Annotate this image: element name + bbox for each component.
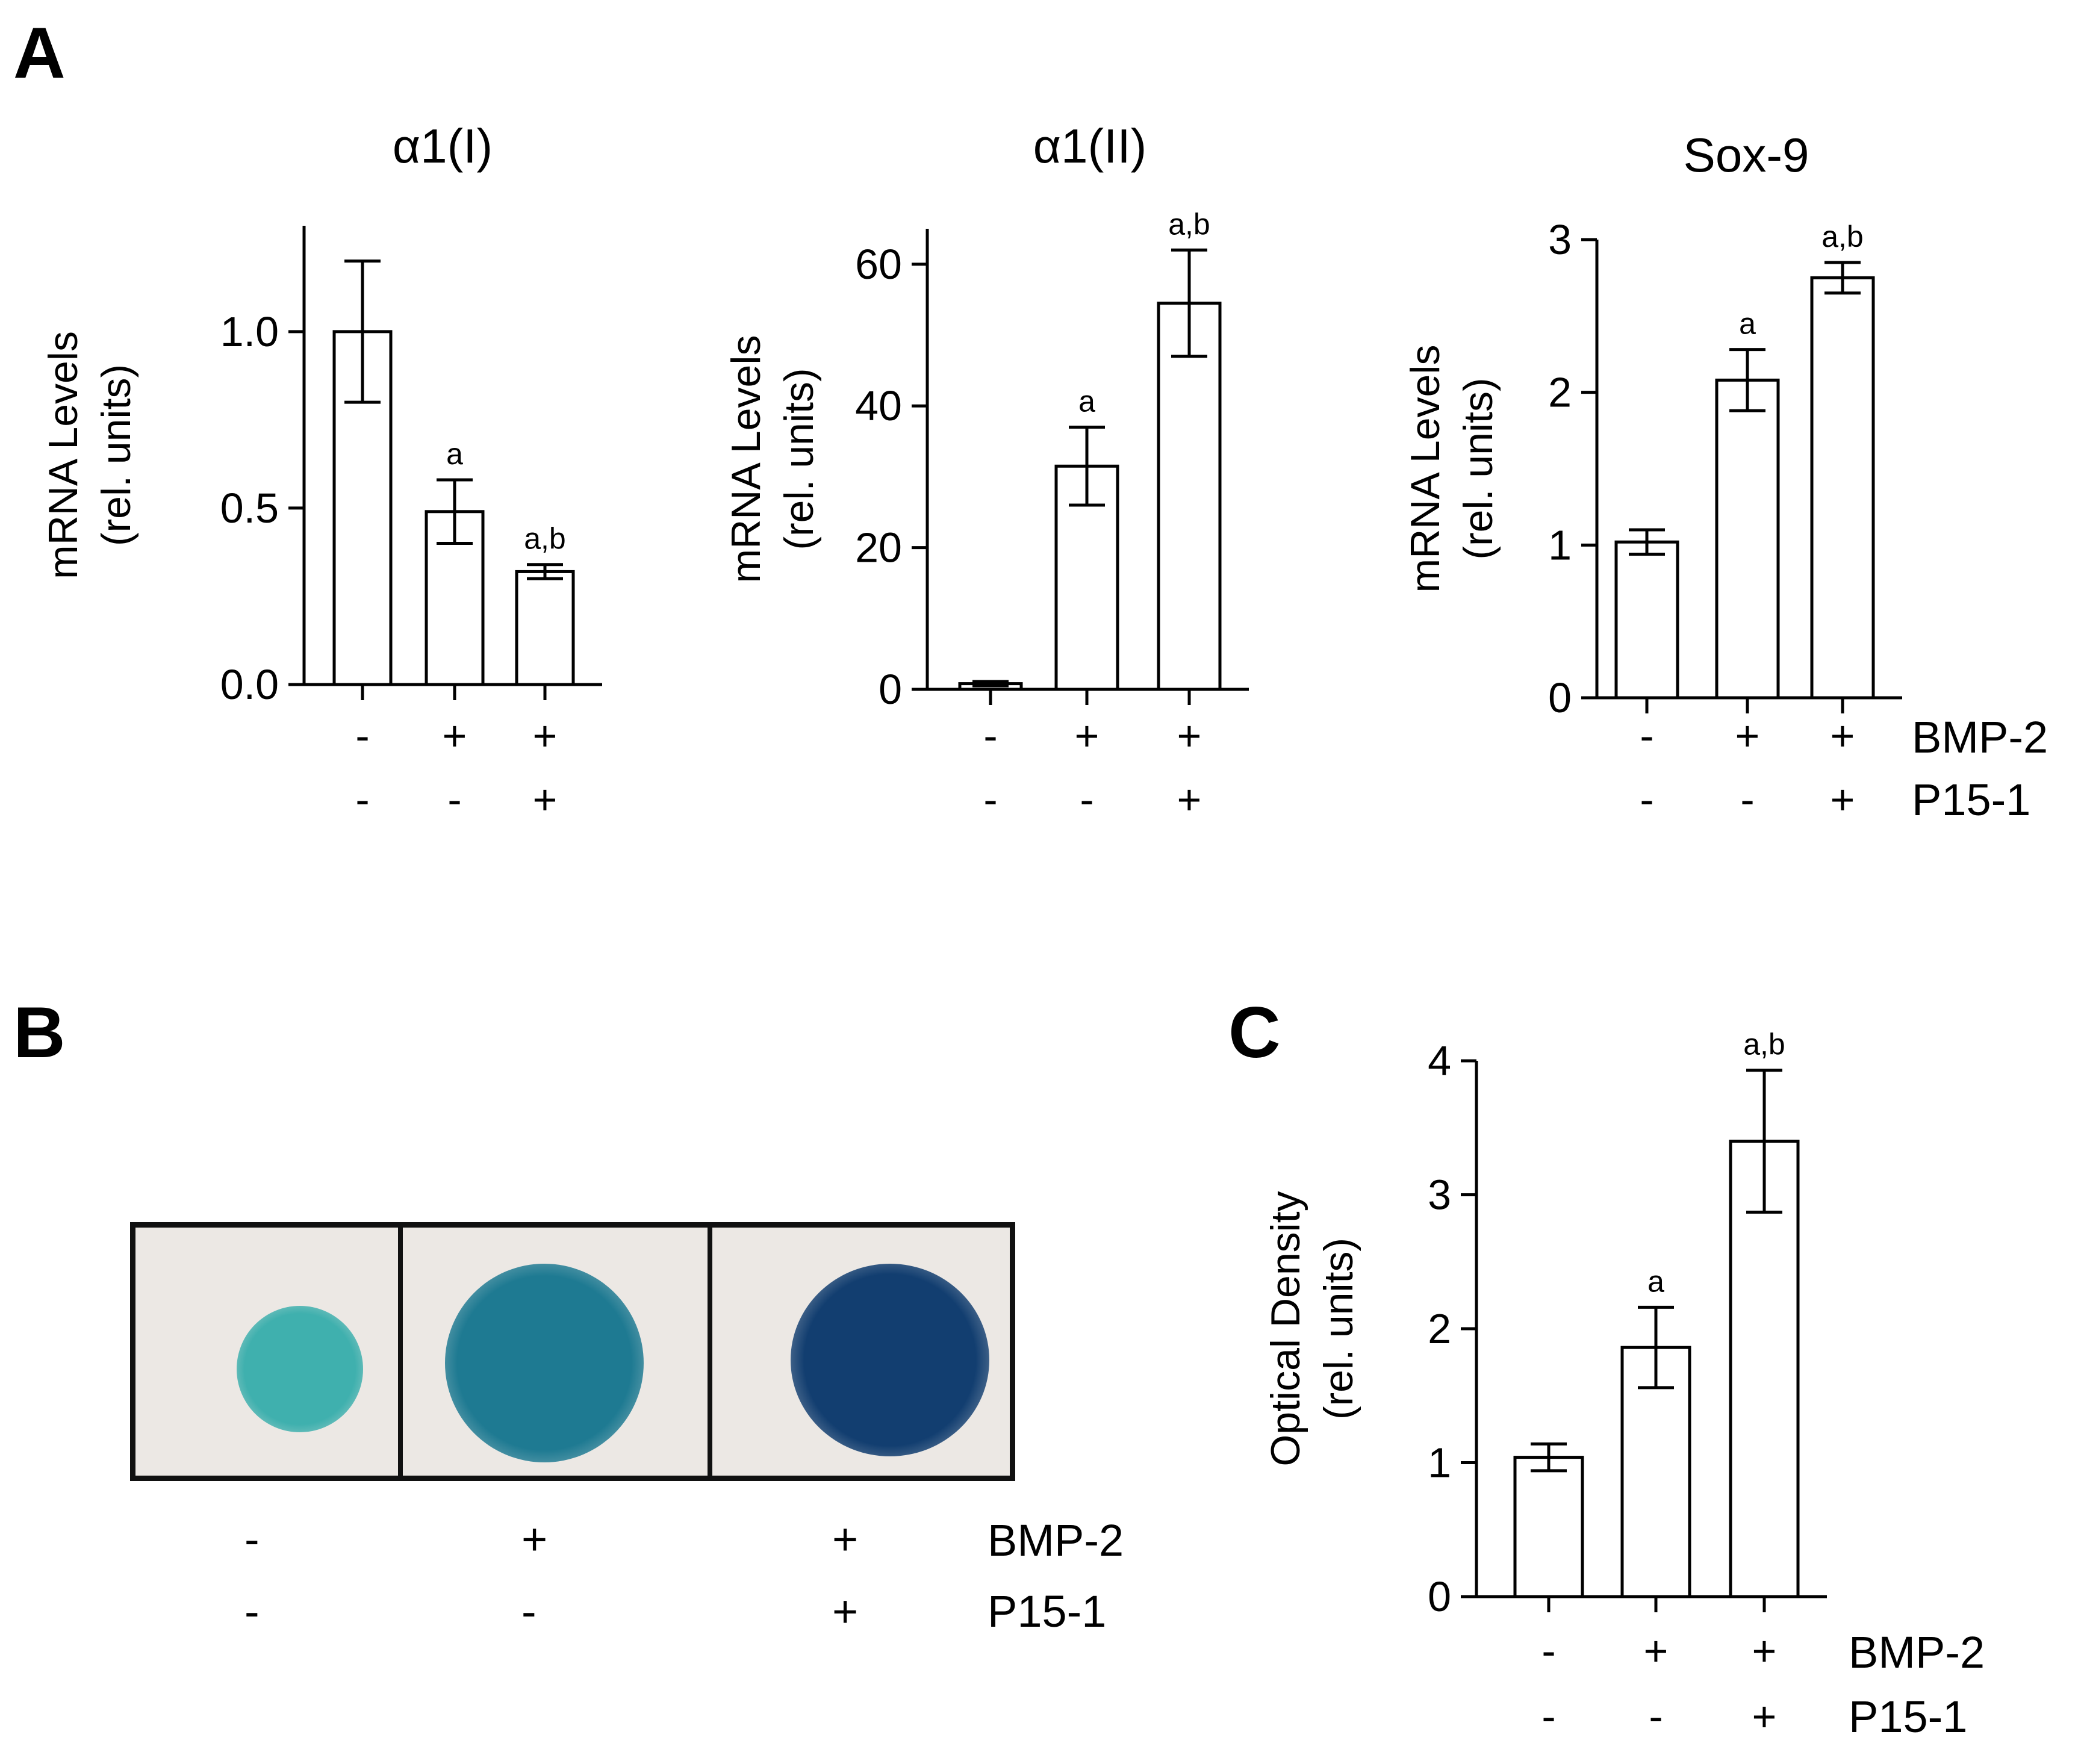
p15-label: P15-1: [1849, 1692, 1967, 1742]
significance-label: a,b: [1743, 1028, 1785, 1061]
culture-well-bmp2-p15: [708, 1228, 1010, 1476]
stained-cultures-image: [130, 1222, 1015, 1481]
y-axis-label: mRNA Levels (rel. units): [723, 335, 822, 583]
y-label-line1: mRNA Levels: [1402, 345, 1448, 593]
chart-title: Sox-9: [1684, 128, 1809, 182]
bmp2-sign: -: [1640, 712, 1653, 759]
y-label-line2: (rel. units): [776, 368, 822, 550]
bmp2-sign: +: [533, 712, 558, 759]
bar: [1729, 1140, 1800, 1598]
y-tick-label: 3: [1548, 216, 1572, 263]
bmp2-sign: +: [1177, 712, 1202, 759]
panel-c-letter: C: [1228, 992, 1281, 1073]
stain-spot: [791, 1264, 989, 1456]
y-axis-label: mRNA Levels (rel. units): [1402, 345, 1501, 593]
bar: [1715, 378, 1780, 700]
significance-label: a: [446, 437, 463, 471]
panel-a-letter: A: [13, 13, 66, 93]
p15-sign: -: [1640, 776, 1653, 823]
b-p15-label: P15-1: [988, 1586, 1107, 1636]
y-label-line2: (rel. units): [1455, 377, 1501, 559]
p15-sign: -: [1740, 776, 1754, 823]
bmp2-sign: +: [1735, 712, 1760, 759]
culture-well-bmp2: [398, 1228, 708, 1476]
bmp2-sign: -: [983, 712, 997, 759]
bmp2-sign: +: [443, 712, 467, 759]
y-tick-label: 0.0: [220, 661, 279, 708]
stain-spot: [237, 1306, 363, 1432]
p15-sign: +: [533, 776, 558, 823]
b-p15-sign-1: -: [244, 1586, 260, 1636]
y-tick-label: 4: [1428, 1037, 1451, 1084]
y-axis-label: mRNA Levels (rel. units): [40, 331, 139, 579]
bar: [515, 570, 575, 686]
b-bmp2-sign-3: +: [832, 1514, 859, 1564]
chart-3: 0 1 2 3 4 Optical Density (rel. units) - - a + - a,b…: [1263, 1028, 1985, 1742]
p15-label: P15-1: [1912, 775, 2030, 825]
y-tick-label: 20: [855, 524, 902, 571]
y-label-line1: Optical Density: [1263, 1191, 1308, 1466]
y-tick-label: 60: [855, 241, 902, 288]
significance-label: a,b: [1168, 207, 1210, 241]
culture-well-control: [135, 1228, 398, 1476]
chart-2: Sox-9 0 1 2 3 mRNA Levels (rel. units) - - a + - a,b…: [1402, 128, 2048, 825]
significance-label: a,b: [1821, 220, 1864, 253]
chart-1: α1(II) 0 20 40 60 mRNA Levels (rel. units) - - a +…: [723, 119, 1249, 823]
bmp2-sign: +: [1831, 712, 1855, 759]
y-tick-label: 1.0: [220, 308, 279, 355]
y-tick-label: 2: [1548, 369, 1572, 416]
bar: [1614, 540, 1679, 700]
b-bmp2-label: BMP-2: [988, 1515, 1124, 1565]
bar: [1157, 302, 1222, 691]
y-tick-label: 1: [1428, 1439, 1451, 1486]
significance-label: a: [1647, 1264, 1664, 1298]
panel-b-letter: B: [13, 992, 66, 1073]
b-p15-sign-2: -: [521, 1586, 537, 1636]
significance-label: a: [1739, 307, 1756, 341]
y-label-line2: (rel. units): [93, 364, 139, 546]
y-tick-label: 0.5: [220, 485, 279, 532]
y-axis-label: Optical Density (rel. units): [1263, 1191, 1361, 1466]
significance-label: a: [1078, 385, 1095, 418]
p15-sign: -: [355, 776, 369, 823]
p15-sign: +: [1177, 776, 1202, 823]
b-bmp2-sign-1: -: [244, 1514, 260, 1564]
y-tick-label: 1: [1548, 521, 1572, 568]
bmp2-sign: +: [1075, 712, 1100, 759]
y-tick-label: 0: [879, 666, 902, 713]
b-p15-sign-3: +: [832, 1586, 859, 1636]
p15-sign: -: [447, 776, 461, 823]
bar: [1513, 1456, 1584, 1598]
b-bmp2-sign-2: +: [521, 1514, 548, 1564]
y-label-line1: mRNA Levels: [723, 335, 769, 583]
p15-sign: -: [1541, 1693, 1555, 1740]
p15-sign: -: [983, 776, 997, 823]
p15-sign: +: [1752, 1693, 1777, 1740]
p15-sign: -: [1080, 776, 1093, 823]
significance-label: a,b: [524, 522, 566, 556]
bmp2-label: BMP-2: [1849, 1627, 1985, 1677]
p15-sign: -: [1649, 1693, 1663, 1740]
bmp2-sign: +: [1752, 1627, 1777, 1674]
y-tick-label: 0: [1428, 1573, 1451, 1620]
chart-0: α1(I) 0.0 0.5 1.0 mRNA Levels (rel. units) - - a…: [40, 119, 602, 823]
y-tick-label: 3: [1428, 1172, 1451, 1219]
bmp2-sign: +: [1644, 1627, 1669, 1674]
stain-spot: [445, 1264, 644, 1462]
chart-title: α1(II): [1033, 119, 1146, 173]
y-label-line2: (rel. units): [1316, 1238, 1361, 1420]
bar: [1810, 276, 1875, 700]
bmp2-sign: -: [1541, 1627, 1555, 1674]
y-label-line1: mRNA Levels: [40, 331, 86, 579]
bmp2-sign: -: [355, 712, 369, 759]
y-tick-label: 2: [1428, 1305, 1451, 1352]
chart-title: α1(I): [393, 119, 493, 173]
bmp2-label: BMP-2: [1912, 712, 2048, 762]
y-tick-label: 40: [855, 382, 902, 429]
y-tick-label: 0: [1548, 674, 1572, 721]
p15-sign: +: [1831, 776, 1855, 823]
